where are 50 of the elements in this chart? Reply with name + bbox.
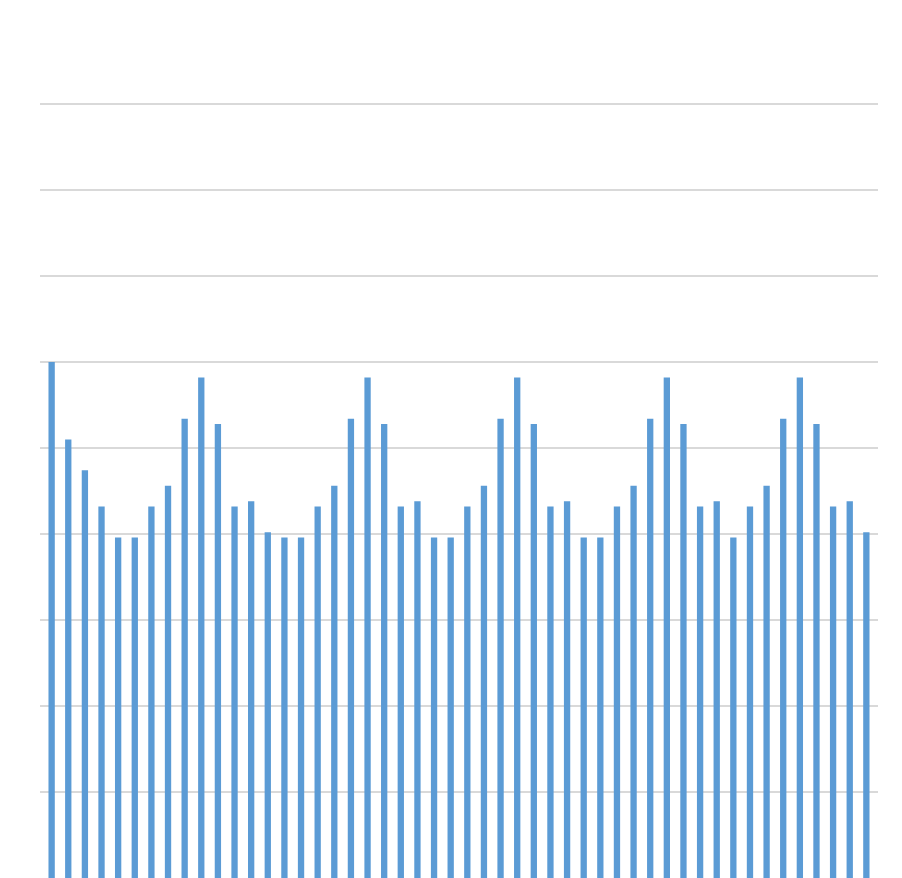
bar (98, 506, 105, 878)
bar (414, 501, 421, 878)
bar (148, 506, 155, 878)
bar (846, 501, 853, 878)
bar (713, 501, 720, 878)
bar (65, 439, 72, 878)
bar (297, 537, 305, 878)
bar (547, 506, 554, 878)
bar (48, 362, 55, 878)
bar (131, 537, 138, 878)
bar (480, 485, 488, 878)
bar (114, 537, 122, 878)
bar (829, 506, 837, 878)
bar (613, 506, 621, 878)
bar (164, 485, 172, 878)
bar (181, 418, 188, 878)
bar (231, 506, 238, 878)
bar (630, 485, 637, 878)
bar (530, 423, 537, 878)
bar (680, 423, 687, 878)
bar (347, 418, 355, 878)
bar (381, 423, 388, 878)
bar (746, 506, 754, 878)
bar (863, 532, 870, 878)
bar (248, 501, 255, 878)
bar (780, 418, 787, 878)
bar (563, 501, 571, 878)
bar (730, 537, 737, 878)
bar (796, 377, 804, 878)
bar (264, 532, 271, 878)
bar (331, 485, 338, 878)
bar (397, 506, 404, 878)
bar (214, 423, 222, 878)
bar (647, 418, 654, 878)
bar (464, 506, 471, 878)
bar (364, 377, 371, 878)
bar (314, 506, 321, 878)
bar (763, 485, 770, 878)
bar (447, 537, 454, 878)
bar (281, 537, 288, 878)
bar (497, 418, 504, 878)
bar (81, 470, 89, 878)
bar (198, 377, 205, 878)
bar (514, 377, 521, 878)
bar (663, 377, 670, 878)
bar (696, 506, 704, 878)
bar (580, 537, 587, 878)
bar (813, 423, 820, 878)
bar (430, 537, 438, 878)
bar (597, 537, 604, 878)
